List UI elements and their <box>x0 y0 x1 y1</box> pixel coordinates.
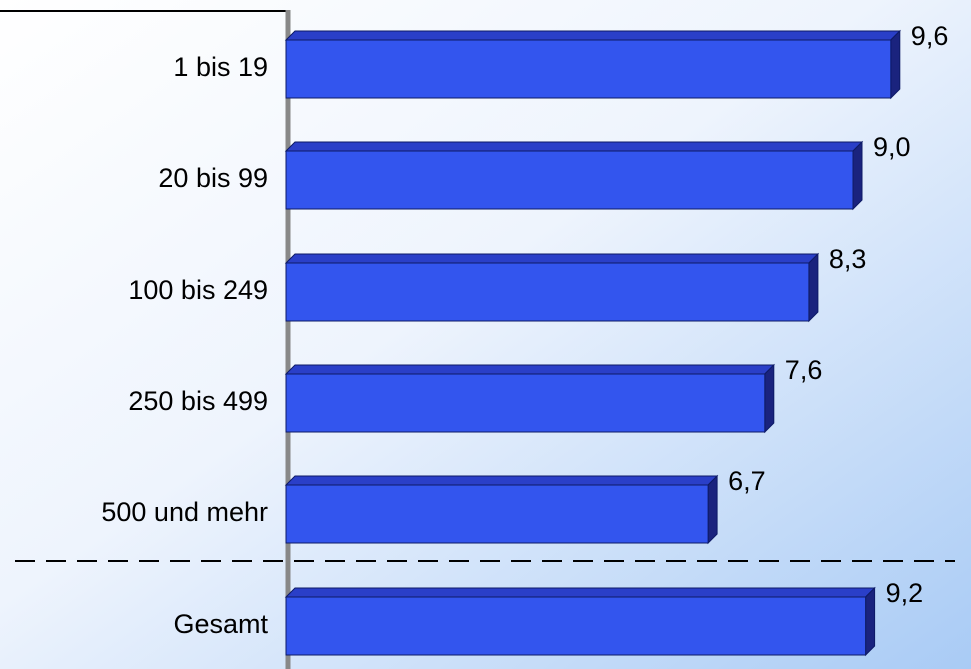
bar <box>285 373 766 433</box>
bar-side <box>865 586 876 657</box>
bar-top <box>284 141 864 152</box>
bar-side <box>707 474 718 545</box>
bar <box>285 39 892 99</box>
value-label: 6,7 <box>728 466 766 496</box>
value-label: 9,6 <box>911 21 949 51</box>
bar-side <box>852 140 863 211</box>
bar <box>285 262 810 322</box>
bar-top <box>284 30 902 41</box>
bar-top <box>284 587 876 598</box>
bar-side <box>808 252 819 323</box>
value-label: 9,0 <box>873 132 911 162</box>
bar-top <box>284 253 820 264</box>
bar <box>285 150 854 210</box>
category-label: 100 bis 249 <box>128 275 268 305</box>
value-label: 8,3 <box>829 244 867 274</box>
bar-top <box>284 364 776 375</box>
category-label: 500 und mehr <box>101 497 268 527</box>
value-label: 7,6 <box>785 355 823 385</box>
bar-side <box>890 29 901 100</box>
bar <box>285 484 709 544</box>
bar-top <box>284 475 719 486</box>
bar-side <box>764 363 775 434</box>
value-label: 9,2 <box>886 578 924 608</box>
category-label: 20 bis 99 <box>158 163 268 193</box>
bar <box>285 596 867 656</box>
category-label: Gesamt <box>173 609 268 639</box>
category-label: 250 bis 499 <box>128 386 268 416</box>
category-label: 1 bis 19 <box>173 52 268 82</box>
